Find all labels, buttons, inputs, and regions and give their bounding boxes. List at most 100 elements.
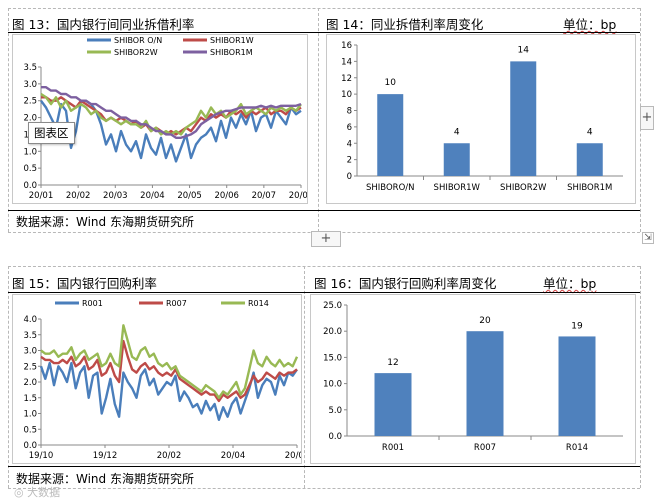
y-tick-label: 0.0 <box>328 432 342 442</box>
bottom-frame-bottom <box>8 488 640 489</box>
y-tick-label: 16 <box>341 41 352 51</box>
y-tick-label: 3.0 <box>23 80 37 90</box>
y-tick-label: 10 <box>341 90 352 100</box>
legend-label: R001 <box>82 299 103 308</box>
legend-label: R014 <box>248 299 269 308</box>
x-tick-label: 20/07 <box>252 191 277 201</box>
y-tick-label: 0 <box>347 172 352 182</box>
y-tick-label: 15.0 <box>323 353 342 363</box>
bottom-frame-right <box>640 266 641 488</box>
fig16-bar-chart: 0.0 5.0 10.0 15.0 20.0 25.0 12 R001 20 R007 19 R014 <box>323 301 623 453</box>
category-label: R007 <box>474 443 496 453</box>
bar-r007 <box>466 331 504 436</box>
y-tick-label: 4.0 <box>23 315 37 325</box>
y-tick-label: 1.5 <box>23 394 37 404</box>
fig14-bar-chart: 0 2 4 6 8 10 12 14 16 10 SHIBORO/N 4 SHIBOR1W 14 SHIBO… <box>341 41 623 193</box>
bar-shiboro/n <box>377 94 404 176</box>
y-tick-label: 2.5 <box>23 97 37 107</box>
fig15-chart-area[interactable]: 0.0 0.5 1.0 1.5 2.0 2.5 3.0 3.5 4.0 19/10 19/12 20/… <box>12 294 309 464</box>
category-label: R014 <box>566 443 588 453</box>
category-label: SHIBORO/N <box>366 183 415 193</box>
bar-shibor2w <box>510 61 537 176</box>
bar-value-label: 19 <box>571 321 583 331</box>
category-label: SHIBOR2W <box>500 183 547 193</box>
legend-label: SHIBOR2W <box>114 48 158 57</box>
chart-area-tooltip: 图表区 <box>28 122 75 144</box>
fig14-chart-area[interactable]: 0 2 4 6 8 10 12 14 16 10 SHIBORO/N 4 SHIBOR1W 14 SHIBO… <box>326 34 636 204</box>
top-frame-middle <box>318 8 319 232</box>
fig16-unit: 单位：bp <box>543 276 597 291</box>
y-tick-label: 10.0 <box>323 380 342 390</box>
y-tick-label: 2.0 <box>23 114 37 124</box>
y-tick-label: 12 <box>341 74 352 84</box>
y-tick-label: 2.0 <box>23 378 37 388</box>
top-source-rule <box>8 210 640 211</box>
fig15-line-chart: 0.0 0.5 1.0 1.5 2.0 2.5 3.0 3.5 4.0 19/10 19/12 20/… <box>23 299 309 461</box>
series-line-r014 <box>40 324 299 400</box>
bar-value-label: 12 <box>387 358 398 368</box>
legend-label: SHIBOR O/N <box>114 36 162 45</box>
add-column-button[interactable]: + <box>640 106 654 130</box>
resize-handle-icon[interactable]: ⇲ <box>642 232 654 244</box>
category-label: SHIBOR1M <box>567 183 612 193</box>
y-tick-label: 25.0 <box>323 301 342 311</box>
fig13-chart-area[interactable]: 0.00.51.01.52.02.53.03.520/0120/0220/032… <box>12 34 313 204</box>
y-tick-label: 8 <box>347 107 352 117</box>
y-tick-label: 3.5 <box>23 331 37 341</box>
bottom-source-rule <box>8 466 640 467</box>
x-tick-label: 20/03 <box>103 191 128 201</box>
bottom-frame-left <box>8 266 9 488</box>
fig15-title: 图 15：国内银行回购利率 <box>12 276 157 291</box>
x-tick-label: 20/01 <box>29 191 54 201</box>
top-frame-border <box>8 8 640 9</box>
category-label: SHIBOR1W <box>434 183 481 193</box>
y-tick-label: 3.0 <box>23 347 37 357</box>
y-tick-label: 1.0 <box>23 147 37 157</box>
y-tick-label: 1.0 <box>23 410 37 420</box>
series-line-r001 <box>39 361 298 422</box>
y-tick-label: 0.0 <box>23 441 37 451</box>
x-tick-label: 20/06 <box>214 191 239 201</box>
category-label: R001 <box>382 443 404 453</box>
y-tick-label: 5.0 <box>328 406 342 416</box>
bottom-title-rule <box>8 292 640 293</box>
y-tick-label: 2 <box>347 156 352 166</box>
bar-value-label: 20 <box>479 316 491 326</box>
top-title-rule <box>8 32 640 33</box>
top-frame-left <box>8 8 9 232</box>
x-tick-label: 20/02 <box>66 191 91 201</box>
bar-value-label: 14 <box>518 45 530 55</box>
legend-label: SHIBOR1M <box>210 48 253 57</box>
fig14-unit: 单位：bp <box>563 17 617 32</box>
y-tick-label: 0.5 <box>23 425 37 435</box>
x-tick-label: 19/10 <box>29 451 54 461</box>
watermark-logo: ◎ 大数据 <box>14 486 61 499</box>
bar-r014 <box>558 336 596 436</box>
bar-shibor1w <box>443 143 470 176</box>
y-tick-label: 4 <box>347 139 352 149</box>
top-source-text: 数据来源：Wind 东海期货研究所 <box>16 215 194 229</box>
y-tick-label: 6 <box>347 123 352 133</box>
bar-value-label: 4 <box>454 127 460 137</box>
series-line-r007 <box>40 339 298 403</box>
y-tick-label: 0.0 <box>23 181 37 191</box>
bar-value-label: 10 <box>385 78 397 88</box>
y-tick-label: 2.5 <box>23 362 37 372</box>
fig16-title: 图 16：国内银行回购利率周变化 <box>314 276 497 291</box>
fig14-title: 图 14：同业拆借利率周变化 <box>326 17 484 32</box>
bar-shibor1m <box>576 143 603 176</box>
legend-label: SHIBOR1W <box>210 36 254 45</box>
x-tick-label: 20/06 <box>285 451 301 461</box>
bottom-source-text: 数据来源：Wind 东海期货研究所 <box>16 472 194 486</box>
y-tick-label: 20.0 <box>323 327 342 337</box>
fig13-title: 图 13：国内银行间同业拆借利率 <box>12 17 195 32</box>
bar-value-label: 4 <box>587 127 593 137</box>
add-row-button[interactable]: + <box>311 231 341 247</box>
x-tick-label: 20/02 <box>157 451 182 461</box>
x-tick-label: 20/04 <box>221 451 246 461</box>
bottom-frame-middle <box>304 266 305 488</box>
fig16-chart-area[interactable]: 0.0 5.0 10.0 15.0 20.0 25.0 12 R001 20 R007 19 R014 <box>310 294 636 464</box>
y-tick-label: 3.5 <box>23 63 37 73</box>
x-tick-label: 20/04 <box>140 191 165 201</box>
legend-label: R007 <box>166 299 187 308</box>
